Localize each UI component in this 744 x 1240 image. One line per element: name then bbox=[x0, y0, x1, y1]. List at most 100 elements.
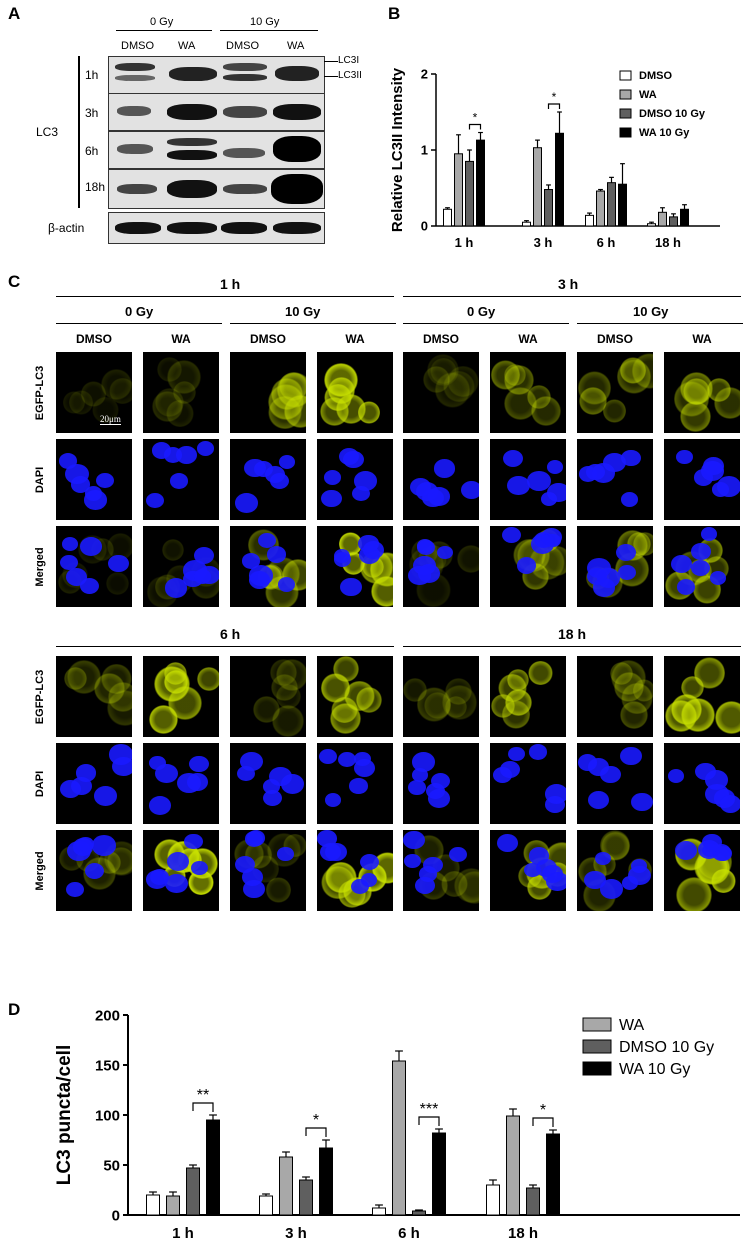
x-tick-label: 3 h bbox=[534, 235, 553, 250]
micrograph bbox=[664, 830, 740, 911]
bar bbox=[279, 1156, 293, 1216]
significance-bracket bbox=[532, 1117, 554, 1127]
blot-lane-label: DMSO bbox=[121, 40, 154, 52]
significance-label: ** bbox=[197, 1087, 209, 1104]
blot-row-label: 3h bbox=[85, 106, 99, 120]
micro-time-line bbox=[56, 296, 394, 297]
micrograph bbox=[143, 656, 219, 737]
y-tick-label: 200 bbox=[95, 1010, 120, 1024]
micro-time-label: 18 h bbox=[558, 626, 587, 642]
lc3i-label: LC3I bbox=[338, 55, 360, 66]
micrograph bbox=[490, 743, 566, 824]
legend-swatch bbox=[582, 1061, 612, 1076]
bar bbox=[555, 132, 564, 227]
bar bbox=[585, 214, 594, 227]
blot-dose-0gy-line bbox=[116, 30, 212, 31]
panel-label-d: D bbox=[8, 1000, 21, 1019]
micrograph bbox=[490, 526, 566, 607]
y-tick-label: 0 bbox=[112, 1207, 120, 1224]
micrograph bbox=[230, 439, 306, 520]
panel-label-a: A bbox=[8, 4, 21, 23]
significance-label: * bbox=[552, 90, 557, 104]
micrograph bbox=[664, 656, 740, 737]
micro-condition-label: DMSO bbox=[76, 332, 112, 346]
significance-bracket bbox=[192, 1102, 214, 1112]
bar bbox=[596, 190, 605, 227]
blot-row-label: 18h bbox=[85, 180, 106, 194]
bar bbox=[443, 208, 452, 227]
micrograph bbox=[490, 439, 566, 520]
legend-entry: WA 10 Gy bbox=[639, 127, 690, 139]
bar bbox=[546, 1133, 560, 1216]
blot-lane-label: DMSO bbox=[226, 40, 259, 52]
micrograph bbox=[577, 352, 653, 433]
micro-row-label: DAPI bbox=[34, 770, 46, 797]
y-axis-label: LC3 puncta/cell bbox=[54, 1045, 75, 1185]
micrograph bbox=[56, 830, 132, 911]
x-tick-label: 1 h bbox=[455, 235, 474, 250]
lc3ii-label: LC3II bbox=[338, 70, 362, 81]
bar bbox=[206, 1119, 220, 1216]
blot-strip-3h bbox=[108, 93, 325, 131]
y-tick-label: 0 bbox=[421, 219, 428, 234]
micrograph bbox=[230, 352, 306, 433]
micro-condition-label: WA bbox=[345, 332, 365, 346]
bar bbox=[476, 139, 485, 227]
micrograph bbox=[317, 526, 393, 607]
blot-dose-10gy-line bbox=[220, 30, 318, 31]
y-axis-label: Relative LC3II Intensity bbox=[389, 67, 406, 232]
bar bbox=[647, 223, 656, 227]
chart-relative-lc3ii: 0 1 2 Relative LC3II Intensity 1 h 3 h 6 h 18 h… bbox=[389, 67, 720, 250]
micro-condition-label: WA bbox=[171, 332, 191, 346]
bar bbox=[486, 1184, 500, 1216]
micro-time-line bbox=[56, 646, 394, 647]
bar bbox=[506, 1115, 520, 1216]
significance-bracket bbox=[418, 1116, 440, 1126]
significance-label: * bbox=[540, 1102, 546, 1119]
micrograph bbox=[403, 830, 479, 911]
bar bbox=[658, 211, 667, 227]
micrograph bbox=[490, 656, 566, 737]
micrograph bbox=[490, 352, 566, 433]
micro-dose-label: 0 Gy bbox=[125, 304, 154, 319]
blot-strip-6h bbox=[108, 131, 325, 169]
micro-condition-label: DMSO bbox=[423, 332, 459, 346]
micro-dose-line bbox=[230, 323, 396, 324]
chart-lc3-puncta: 0 50 100 150 200 LC3 puncta/cell 1 h 3 h 6 h 18 h… bbox=[54, 1010, 740, 1240]
bar bbox=[319, 1147, 333, 1216]
bar bbox=[299, 1179, 313, 1216]
micrograph bbox=[56, 352, 132, 433]
beta-actin-label: β-actin bbox=[48, 221, 85, 235]
bar bbox=[146, 1194, 160, 1216]
legend-swatch bbox=[582, 1039, 612, 1054]
micrograph bbox=[317, 439, 393, 520]
micrograph bbox=[577, 526, 653, 607]
x-tick-label: 1 h bbox=[172, 1225, 194, 1240]
micrograph bbox=[56, 656, 132, 737]
bar bbox=[607, 182, 616, 227]
bar bbox=[526, 1187, 540, 1216]
blot-row-label: 1h bbox=[85, 68, 99, 82]
bar bbox=[392, 1060, 406, 1216]
y-tick-label: 2 bbox=[421, 67, 428, 82]
bar bbox=[166, 1195, 180, 1216]
micrograph bbox=[56, 526, 132, 607]
panel-label-b: B bbox=[388, 4, 401, 23]
micrograph bbox=[490, 830, 566, 911]
bar bbox=[465, 160, 474, 227]
micrograph bbox=[577, 439, 653, 520]
bar bbox=[533, 147, 542, 227]
blot-row-label: 6h bbox=[85, 144, 99, 158]
micro-condition-label: WA bbox=[518, 332, 538, 346]
x-tick-label: 6 h bbox=[597, 235, 616, 250]
blot-dose-10gy: 10 Gy bbox=[250, 16, 280, 28]
scale-bar: 20μm bbox=[100, 414, 121, 425]
legend-entry: WA bbox=[619, 1017, 645, 1034]
legend-entry: DMSO bbox=[619, 1010, 667, 1012]
micrograph bbox=[143, 830, 219, 911]
micrograph bbox=[577, 743, 653, 824]
micrograph bbox=[230, 526, 306, 607]
micro-dose-line bbox=[403, 323, 569, 324]
micrograph bbox=[143, 743, 219, 824]
micro-time-label: 3 h bbox=[558, 276, 579, 292]
